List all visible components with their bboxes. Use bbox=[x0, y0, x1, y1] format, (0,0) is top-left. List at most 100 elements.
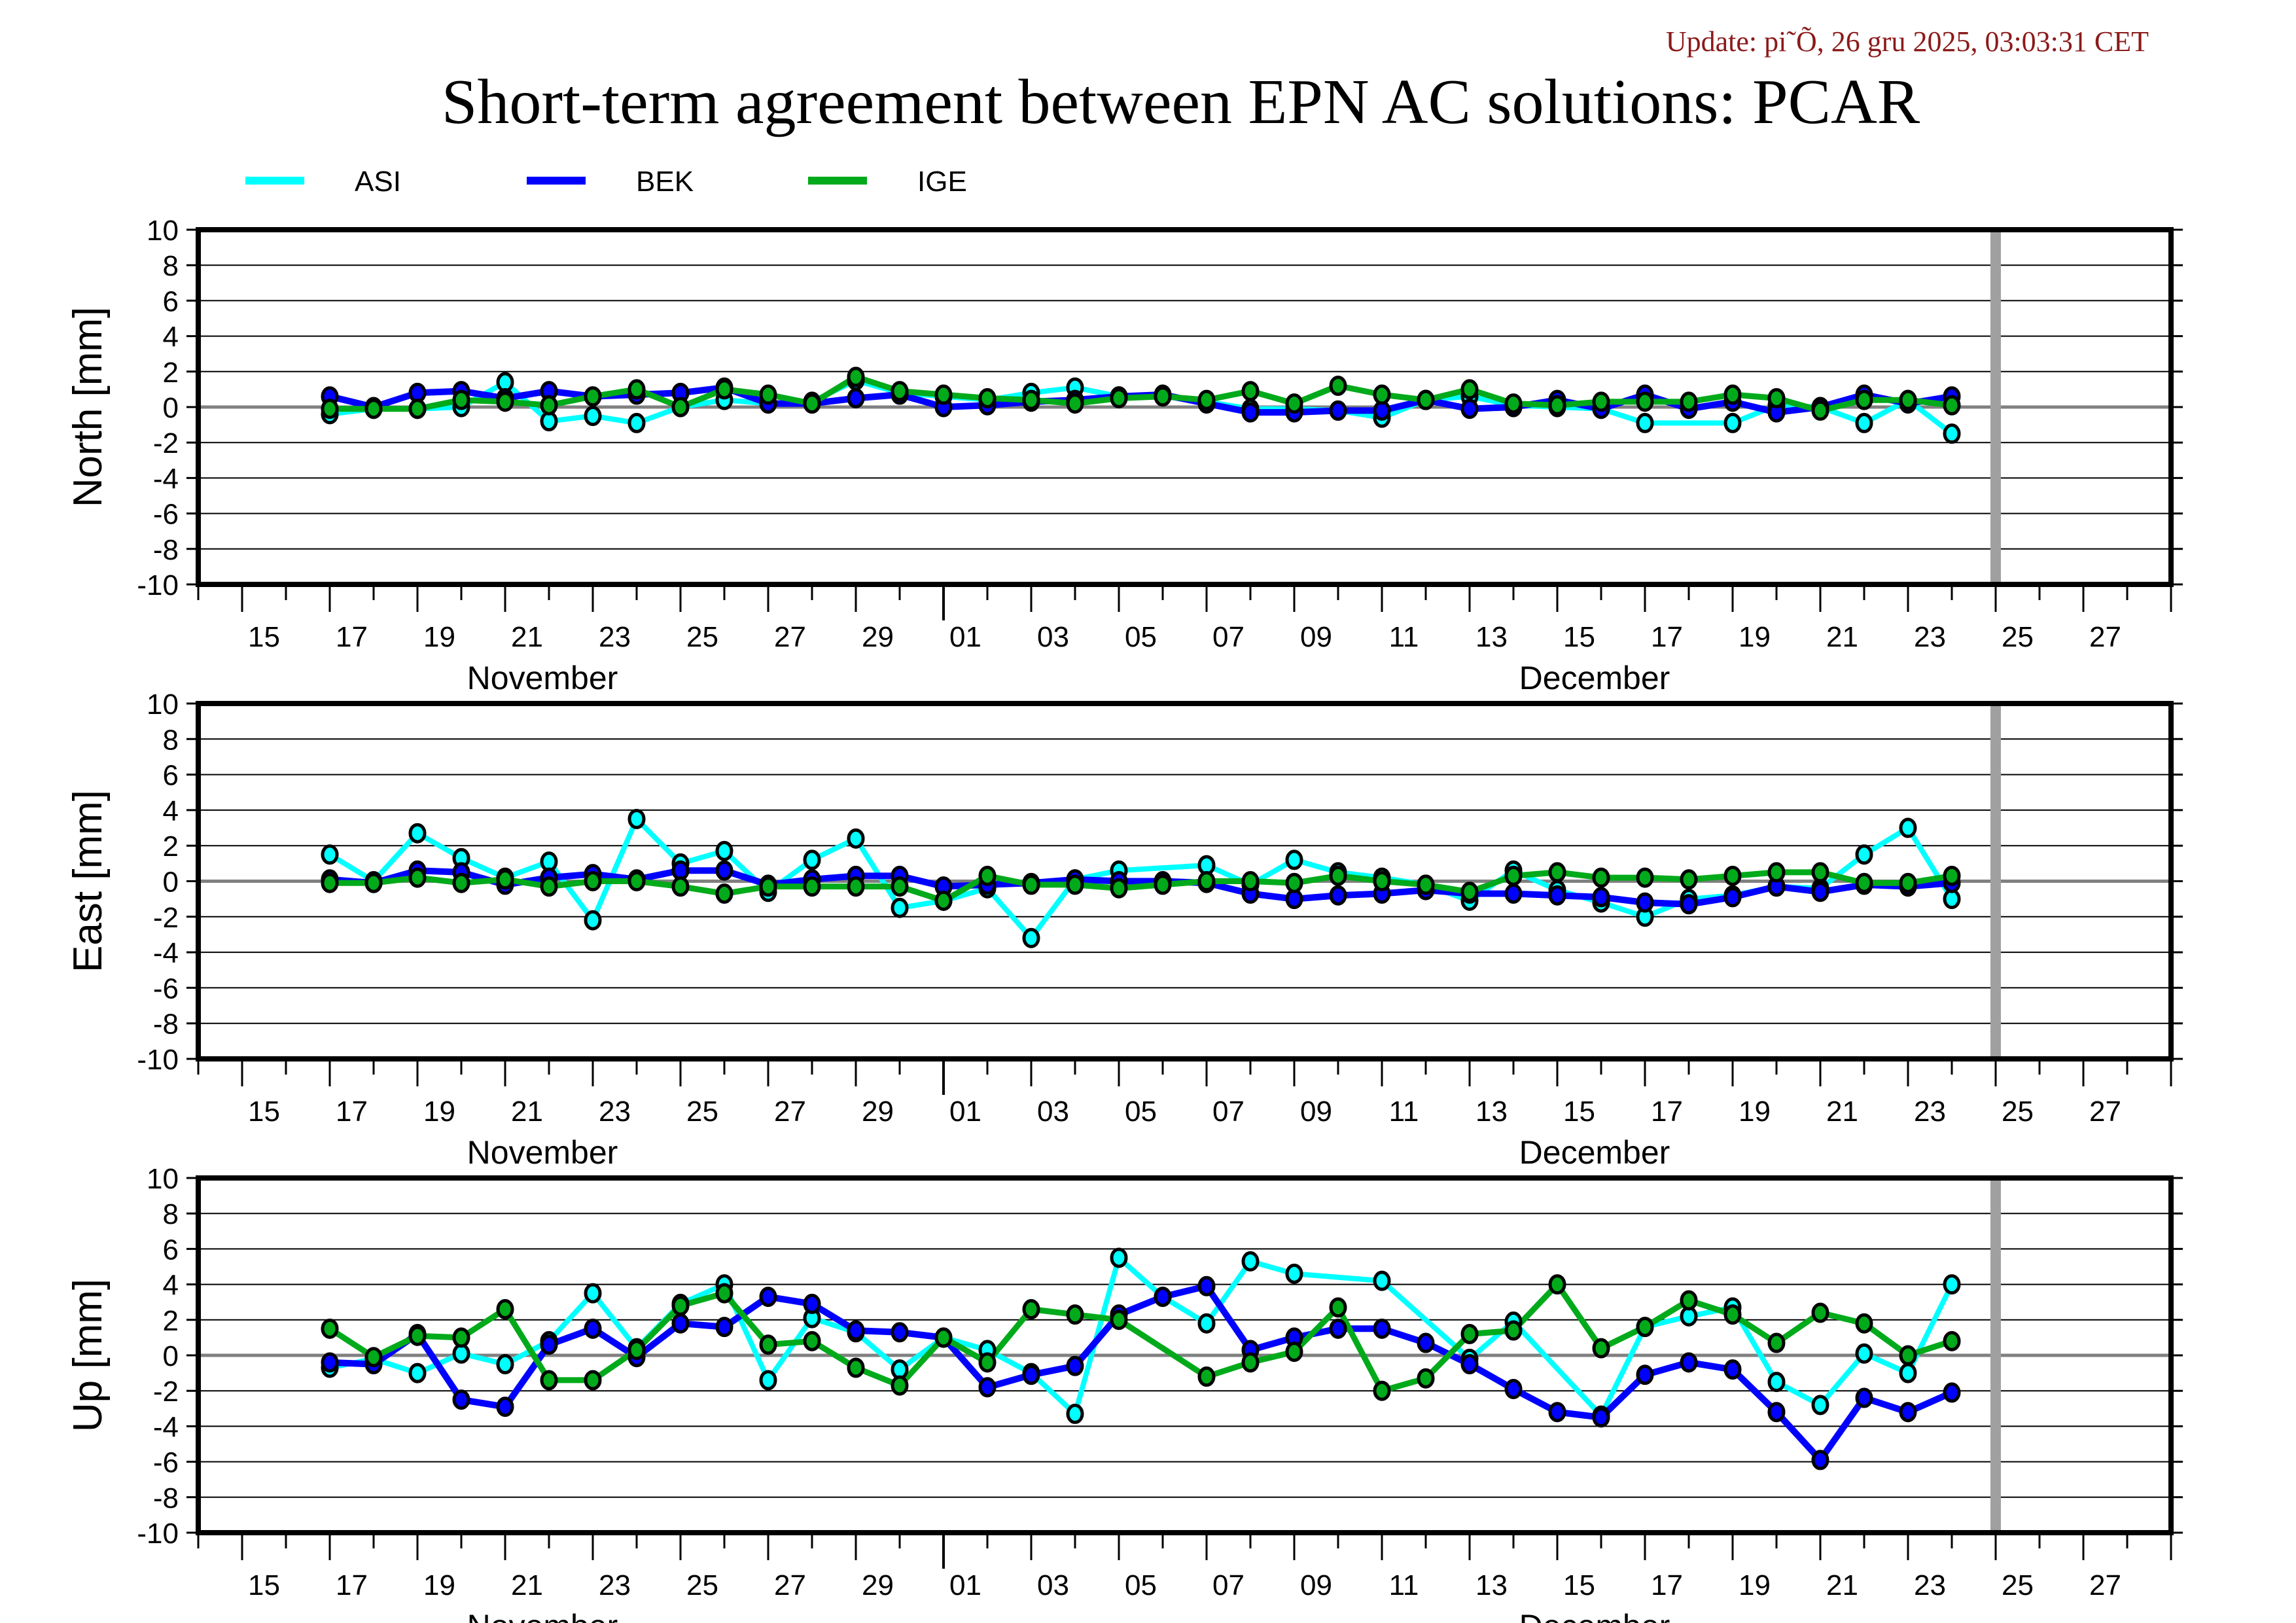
x-tick-label: 17 bbox=[1651, 1096, 1683, 1128]
x-tick-label: 27 bbox=[774, 621, 806, 653]
data-point-asi bbox=[715, 840, 733, 861]
data-point-ige bbox=[715, 883, 733, 904]
data-point-ige bbox=[671, 397, 690, 418]
data-point-ige bbox=[1066, 874, 1084, 895]
data-point-ige bbox=[408, 399, 427, 419]
data-point-bek bbox=[321, 1352, 339, 1373]
data-point-bek bbox=[1154, 1287, 1172, 1308]
data-point-ige bbox=[408, 1325, 427, 1346]
data-point-ige bbox=[803, 393, 821, 414]
data-point-ige bbox=[978, 1352, 997, 1373]
plot-frame bbox=[196, 227, 2174, 587]
x-tick-label: 25 bbox=[686, 621, 718, 653]
data-point-ige bbox=[1329, 865, 1347, 886]
data-point-ige bbox=[452, 389, 470, 410]
x-tick-label: 29 bbox=[862, 1096, 894, 1128]
data-point-asi bbox=[1066, 1403, 1084, 1424]
data-point-ige bbox=[584, 1370, 602, 1391]
x-tick-label: 27 bbox=[774, 1096, 806, 1128]
data-point-ige bbox=[584, 386, 602, 407]
x-tick-label: 25 bbox=[2002, 1569, 2034, 1601]
data-point-bek bbox=[540, 1334, 558, 1355]
y-axis-label: East [mm] bbox=[65, 790, 111, 972]
data-point-ige bbox=[1723, 865, 1742, 886]
data-point-bek bbox=[1504, 883, 1523, 904]
x-tick-label: 29 bbox=[862, 621, 894, 653]
data-point-asi bbox=[496, 1354, 514, 1375]
x-tick-label: 09 bbox=[1300, 1096, 1332, 1128]
data-point-ige bbox=[1723, 1304, 1742, 1325]
x-tick-label: 13 bbox=[1475, 621, 1508, 653]
data-point-ige bbox=[627, 1340, 646, 1361]
data-point-bek bbox=[584, 1318, 602, 1339]
data-point-ige bbox=[1460, 1323, 1479, 1344]
data-point-ige bbox=[1899, 1345, 1917, 1366]
data-point-asi bbox=[1899, 817, 1917, 838]
data-point-asi bbox=[1811, 1395, 1829, 1416]
data-point-ige bbox=[1022, 389, 1040, 410]
data-point-ige bbox=[1460, 882, 1479, 902]
data-point-asi bbox=[1285, 849, 1303, 870]
data-point-asi bbox=[1943, 1274, 1961, 1295]
data-point-ige bbox=[1855, 1313, 1873, 1334]
data-point-bek bbox=[1548, 885, 1566, 906]
data-point-ige bbox=[1329, 1297, 1347, 1318]
x-tick-label: 13 bbox=[1475, 1096, 1508, 1128]
x-tick-label: 07 bbox=[1212, 1096, 1245, 1128]
x-tick-label: 09 bbox=[1300, 621, 1332, 653]
data-point-ige bbox=[1241, 381, 1260, 402]
x-tick-label: 27 bbox=[2089, 621, 2121, 653]
data-point-ige bbox=[1504, 865, 1523, 886]
y-tick-label: 6 bbox=[163, 285, 179, 317]
data-point-ige bbox=[1197, 871, 1216, 891]
data-point-ige bbox=[1373, 1380, 1391, 1401]
data-point-ige bbox=[452, 1327, 470, 1348]
y-tick-label: 2 bbox=[163, 1305, 179, 1337]
plot-frame bbox=[196, 701, 2174, 1061]
data-point-ige bbox=[759, 1334, 777, 1355]
y-tick-label: -10 bbox=[137, 1518, 179, 1550]
y-tick-label: -8 bbox=[153, 534, 179, 566]
data-point-ige bbox=[978, 387, 997, 408]
data-point-bek bbox=[715, 860, 733, 881]
data-point-asi bbox=[584, 406, 602, 427]
data-point-ige bbox=[847, 366, 865, 387]
x-tick-label: 17 bbox=[336, 1096, 368, 1128]
data-point-ige bbox=[408, 867, 427, 888]
data-point-bek bbox=[1636, 1364, 1654, 1385]
data-point-ige bbox=[803, 876, 821, 897]
data-point-bek bbox=[1329, 400, 1347, 421]
data-point-asi bbox=[1197, 1313, 1216, 1334]
data-point-ige bbox=[1373, 871, 1391, 891]
data-point-ige bbox=[1811, 1302, 1829, 1323]
legend-label-asi: ASI bbox=[355, 166, 401, 198]
x-tick-label: 01 bbox=[949, 1569, 981, 1601]
data-point-ige bbox=[321, 1318, 339, 1339]
data-point-ige bbox=[1943, 1330, 1961, 1351]
y-tick-label: 4 bbox=[163, 321, 179, 353]
data-point-bek bbox=[1373, 1318, 1391, 1339]
data-point-ige bbox=[1241, 871, 1260, 891]
data-point-ige bbox=[364, 1347, 383, 1368]
data-point-asi bbox=[1767, 1372, 1786, 1393]
y-tick-label: 8 bbox=[163, 250, 179, 282]
data-point-bek bbox=[1329, 1318, 1347, 1339]
x-tick-label: 19 bbox=[423, 621, 455, 653]
y-tick-label: -4 bbox=[153, 937, 179, 969]
data-point-bek bbox=[1636, 892, 1654, 913]
data-point-ige bbox=[1417, 1368, 1435, 1389]
data-point-asi bbox=[1285, 1263, 1303, 1284]
data-point-asi bbox=[408, 1363, 427, 1383]
x-tick-label: 11 bbox=[1389, 1096, 1419, 1128]
x-tick-label: 15 bbox=[1563, 1569, 1595, 1601]
data-point-bek bbox=[1241, 402, 1260, 423]
data-point-ige bbox=[1110, 387, 1128, 408]
y-tick-label: -2 bbox=[153, 1376, 179, 1408]
data-point-ige bbox=[496, 391, 514, 412]
data-point-bek bbox=[1504, 1378, 1523, 1399]
month-label: November bbox=[467, 1608, 618, 1623]
x-tick-label: 27 bbox=[2089, 1096, 2121, 1128]
data-point-asi bbox=[1899, 1363, 1917, 1383]
